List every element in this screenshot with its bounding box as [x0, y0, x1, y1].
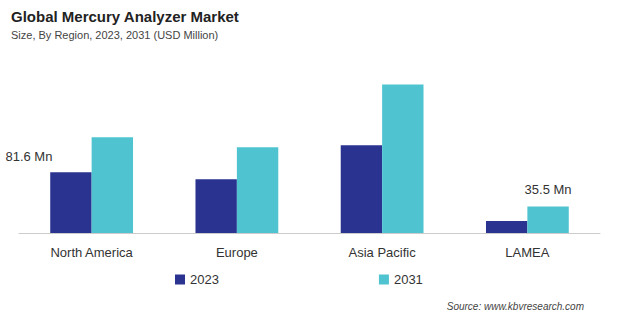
svg-text:Size, By Region, 2023, 2031 (U: Size, By Region, 2023, 2031 (USD Million…	[11, 29, 218, 41]
svg-text:LAMEA: LAMEA	[505, 245, 549, 260]
svg-text:Europe: Europe	[216, 245, 258, 260]
svg-text:81.6 Mn: 81.6 Mn	[5, 149, 52, 164]
svg-text:Source: www.kbvresearch.com: Source: www.kbvresearch.com	[447, 301, 584, 312]
svg-text:Asia Pacific: Asia Pacific	[349, 245, 417, 260]
svg-text:2031: 2031	[394, 272, 423, 287]
svg-text:Global Mercury Analyzer Market: Global Mercury Analyzer Market	[11, 8, 239, 25]
svg-text:North America: North America	[50, 245, 133, 260]
svg-text:2023: 2023	[190, 272, 219, 287]
svg-text:35.5 Mn: 35.5 Mn	[525, 182, 572, 197]
